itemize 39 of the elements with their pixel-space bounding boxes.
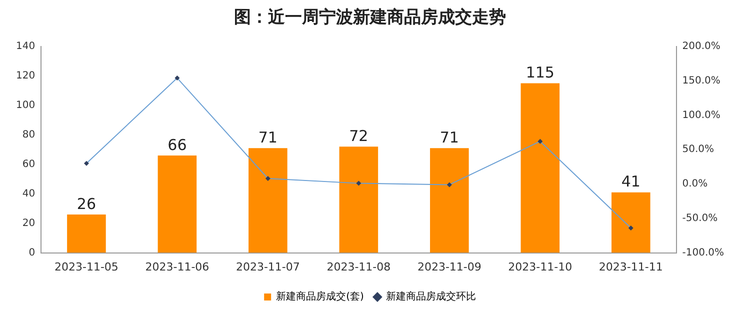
y-tick-label: 0 bbox=[28, 247, 36, 258]
y-tick-label: 20 bbox=[22, 218, 36, 229]
bar bbox=[339, 146, 378, 253]
y-tick-label: 140 bbox=[16, 40, 36, 52]
x-tick-label: 2023-11-06 bbox=[145, 260, 210, 274]
data-label: 115 bbox=[526, 64, 554, 82]
x-tick-label: 2023-11-05 bbox=[54, 260, 118, 274]
y-tick-label: 40 bbox=[22, 188, 36, 200]
bar bbox=[430, 148, 469, 253]
x-tick-label: 2023-11-09 bbox=[417, 260, 482, 274]
data-label: 41 bbox=[621, 172, 640, 191]
chart-title: 图：近一周宁波新建商品房成交走势 bbox=[234, 8, 506, 28]
bar bbox=[520, 83, 560, 253]
data-label: 72 bbox=[349, 127, 368, 146]
y2-tick-label: 50.0% bbox=[682, 144, 714, 156]
y2-tick-label: -50.0% bbox=[682, 212, 718, 224]
y-tick-label: 60 bbox=[22, 158, 36, 170]
data-label: 66 bbox=[168, 136, 187, 154]
bar bbox=[67, 214, 106, 253]
data-label: 26 bbox=[76, 194, 96, 213]
data-label: 71 bbox=[440, 128, 459, 147]
x-tick-label: 2023-11-11 bbox=[598, 260, 663, 274]
x-tick-label: 2023-11-08 bbox=[326, 260, 391, 274]
x-tick-label: 2023-11-10 bbox=[508, 260, 572, 274]
bar bbox=[611, 192, 650, 253]
y2-tick-label: 150.0% bbox=[682, 75, 720, 86]
y2-tick-label: 100.0% bbox=[682, 110, 720, 121]
y-tick-label: 80 bbox=[22, 129, 36, 140]
y-tick-label: 120 bbox=[16, 70, 36, 82]
data-label: 71 bbox=[258, 128, 278, 147]
y2-tick-label: 0.0% bbox=[682, 178, 708, 190]
legend-label: 新建商品房成交(套) bbox=[276, 290, 364, 303]
y2-tick-label: -100.0% bbox=[682, 247, 724, 258]
bar bbox=[248, 148, 288, 253]
x-tick-label: 2023-11-07 bbox=[236, 260, 300, 274]
y-tick-label: 100 bbox=[16, 100, 36, 111]
y2-tick-label: 200.0% bbox=[682, 40, 720, 52]
bar bbox=[158, 155, 197, 253]
legend-label: 新建商品房成交环比 bbox=[386, 290, 476, 303]
